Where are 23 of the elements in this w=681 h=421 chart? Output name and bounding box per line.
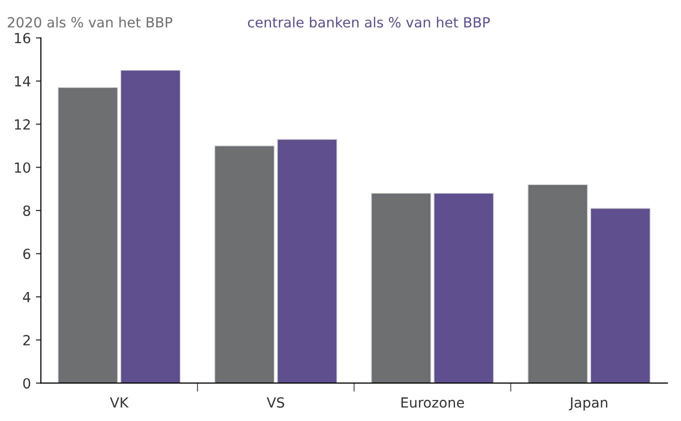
y-tick-label: 14 xyxy=(14,76,30,86)
bar xyxy=(276,138,338,384)
bar xyxy=(58,87,118,384)
text: 2020 als % van het BBP xyxy=(8,16,172,28)
text: centrale banken als % van het BBP xyxy=(248,16,490,28)
x-tick-label: Eurozone xyxy=(401,397,464,408)
y-tick-label: 6 xyxy=(23,248,30,260)
bar xyxy=(434,192,494,384)
bar xyxy=(370,192,432,384)
y-tick-label: 8 xyxy=(23,205,30,216)
bar xyxy=(214,145,275,384)
x-tick-label: VS xyxy=(266,397,284,408)
y-tick-label: 2 xyxy=(23,334,30,346)
y-tick-label: 16 xyxy=(14,32,30,44)
y-tick-label: 4 xyxy=(22,292,30,302)
bar xyxy=(528,184,588,384)
y-tick-label: 12 xyxy=(14,119,30,130)
x-tick-label: Japan xyxy=(568,397,608,410)
x-tick-label: VK xyxy=(110,397,129,408)
bar xyxy=(120,70,181,384)
y-tick-label: 0 xyxy=(23,378,30,389)
y-tick-label: 10 xyxy=(14,162,30,173)
bar xyxy=(590,208,651,384)
